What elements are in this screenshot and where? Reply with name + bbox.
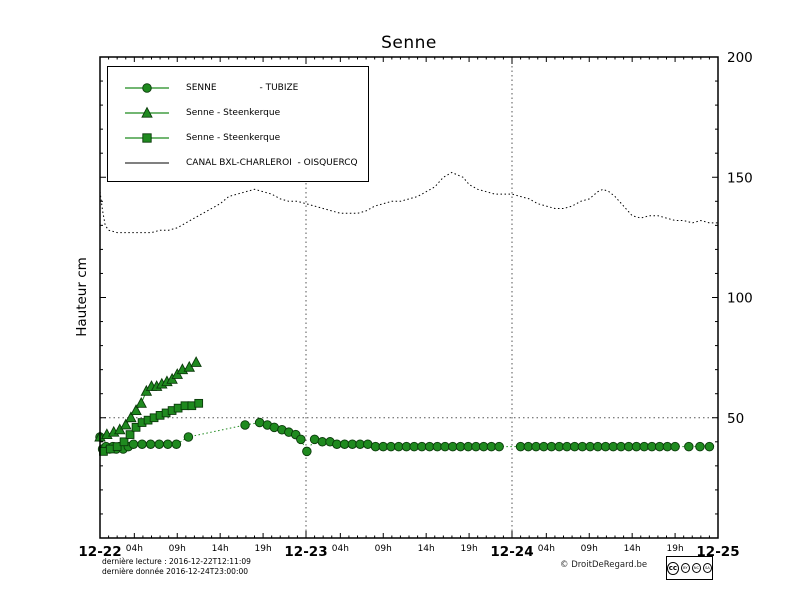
copyright-text: © DroitDeRegard.be [560,560,648,570]
svg-text:19h: 19h [255,544,272,554]
legend-item-steenkerque-triangle: Senne - Steenkerque [120,100,368,125]
legend-label: Senne - Steenkerque [186,132,281,143]
svg-text:19h: 19h [461,544,478,554]
triangle-marker-icon [125,106,169,118]
cc-sa-icon: SA [702,563,712,573]
legend-item-tubize: SENNE - TUBIZE [120,75,368,100]
svg-text:100: 100 [727,291,753,307]
series-senne-steenkerque-triangles [94,356,202,442]
legend-item-steenkerque-square: Senne - Steenkerque [120,125,368,150]
svg-text:50: 50 [727,411,744,427]
svg-text:12-23: 12-23 [284,544,327,560]
line-marker-icon [125,161,169,164]
legend-label: SENNE - TUBIZE [186,82,299,93]
svg-text:12-24: 12-24 [490,544,533,560]
svg-text:14h: 14h [418,544,435,554]
axis-ticks [99,56,719,539]
series-senne-tubize [95,417,715,457]
svg-text:09h: 09h [169,544,186,554]
svg-text:04h: 04h [126,544,143,554]
svg-text:04h: 04h [332,544,349,554]
y-tick-labels: 50 100 150 200 [727,50,753,427]
svg-text:09h: 09h [581,544,598,554]
square-marker-icon [125,132,169,143]
legend-label: CANAL BXL-CHARLEROI - OISQUERCQ [186,157,358,168]
svg-text:200: 200 [727,50,753,66]
last-reading-text: dernière lecture : 2016-12-22T12:11:09 [102,557,251,566]
svg-text:09h: 09h [375,544,392,554]
series-senne-steenkerque-squares [99,398,204,456]
grid-lines [100,57,718,538]
legend: SENNE - TUBIZE Senne - Steenkerque Senne… [107,66,369,182]
x-minor-labels: 04h 09h 14h 19h 04h 09h 14h 19h 04h 09h 14h 19h [126,544,684,554]
chart-title: Senne [381,33,437,53]
cc-by-icon: BY [680,563,690,573]
last-data-text: dernière donnée 2016-12-24T23:00:00 [102,567,249,576]
svg-text:150: 150 [727,170,753,186]
svg-text:14h: 14h [212,544,229,554]
y-axis-label: Hauteur cm [74,257,90,337]
svg-text:19h: 19h [667,544,684,554]
legend-label: Senne - Steenkerque [186,107,281,118]
cc-nc-icon: NC [691,563,701,573]
svg-text:04h: 04h [538,544,555,554]
circle-marker-icon [125,82,169,93]
svg-text:12-22: 12-22 [78,544,121,560]
cc-logo-icon: cc [667,561,679,575]
cc-license-badge: cc BY NC SA [666,556,713,580]
legend-item-canal: CANAL BXL-CHARLEROI - OISQUERCQ [120,150,368,175]
svg-text:14h: 14h [624,544,641,554]
